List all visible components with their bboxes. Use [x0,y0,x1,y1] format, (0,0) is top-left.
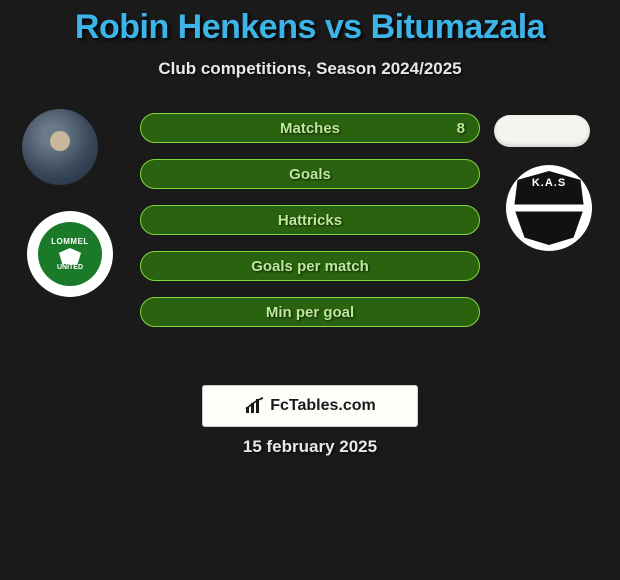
comparison-card: Robin Henkens vs Bitumazala Club competi… [0,0,620,457]
team-left-name-2: UNITED [57,264,83,271]
team-badge-left-inner: LOMMEL UNITED [38,222,102,286]
stat-value-right: 8 [457,120,465,137]
stat-label: Min per goal [266,304,354,321]
brand-text: FcTables.com [270,397,376,415]
stats-area: LOMMEL UNITED K.A.S EUPEN Matches 8 Goal… [0,107,620,367]
team-badge-left: LOMMEL UNITED [27,211,113,297]
stat-row-goals-per-match: Goals per match [140,251,480,281]
stat-row-min-per-goal: Min per goal [140,297,480,327]
brand-box[interactable]: FcTables.com [202,385,418,427]
player-placeholder-right [494,115,590,147]
stat-label: Matches [280,120,340,137]
subtitle: Club competitions, Season 2024/2025 [0,59,620,79]
date-text: 15 february 2025 [0,437,620,457]
stat-row-goals: Goals [140,159,480,189]
stat-label: Goals [289,166,331,183]
bar-chart-icon [244,397,266,415]
stat-row-hattricks: Hattricks [140,205,480,235]
stat-row-matches: Matches 8 [140,113,480,143]
team-left-emblem-icon [59,248,81,264]
team-right-name-1: K.A.S [532,177,566,189]
team-badge-right: K.A.S EUPEN [506,165,592,251]
stat-label: Hattricks [278,212,342,229]
team-left-name-1: LOMMEL [51,237,89,246]
player-photo-left [22,109,98,185]
page-title: Robin Henkens vs Bitumazala [0,8,620,47]
stat-label: Goals per match [251,258,369,275]
team-right-shield-icon: K.A.S EUPEN [514,171,584,245]
team-right-name-2: EUPEN [535,192,563,201]
